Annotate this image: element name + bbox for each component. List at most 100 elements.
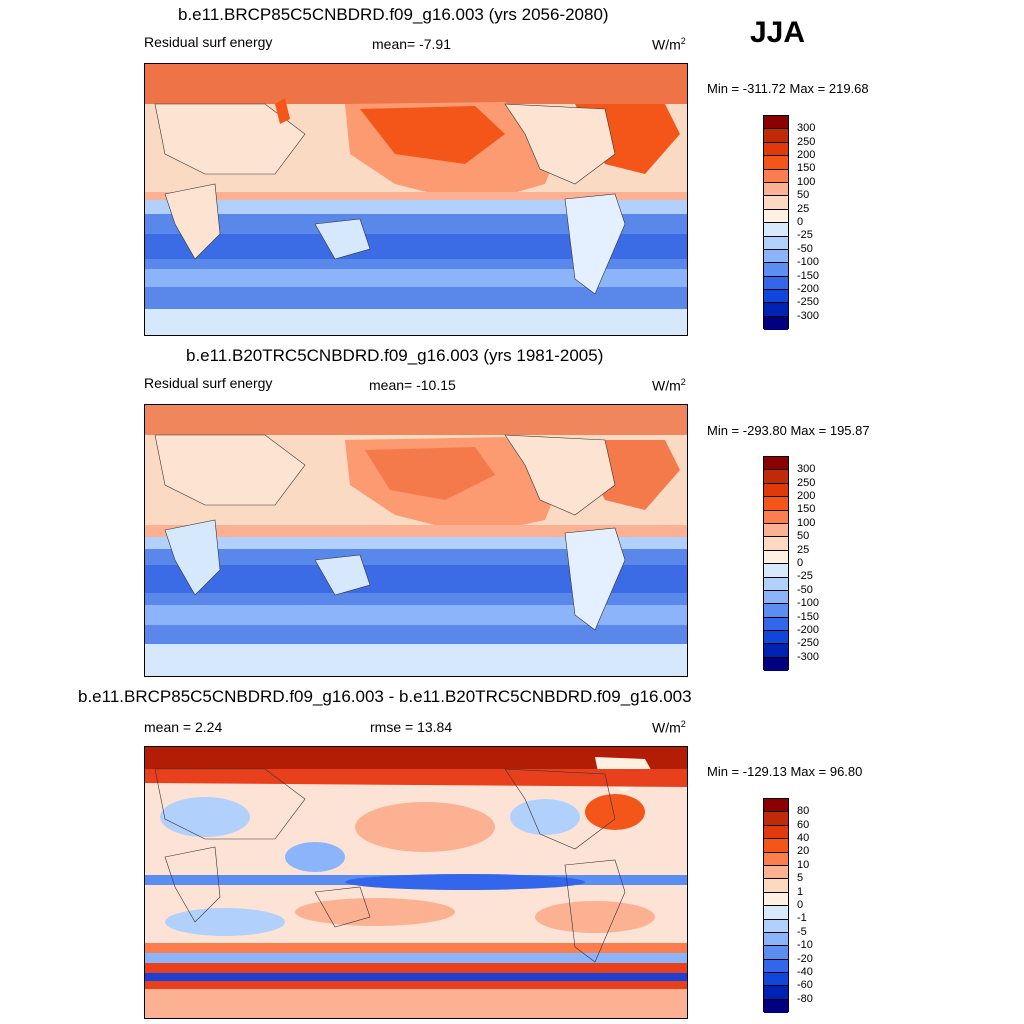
panel2-colorbar-cell (764, 657, 788, 672)
panel2-colorbar-tick: 0 (797, 557, 804, 569)
panel2-colorbar-cell (764, 483, 788, 498)
panel1-colorbar-cell (764, 249, 788, 264)
panel2-colorbar-cell (764, 617, 788, 632)
panel2-colorbar-cell (764, 523, 788, 538)
panel1-colorbar-tick: 50 (797, 189, 810, 201)
panel2-colorbar-tick: -150 (797, 611, 820, 623)
panel2-colorbar-cell (764, 550, 788, 565)
panel1-units: W/m2 (652, 36, 686, 53)
panel2-colorbar-cell (764, 497, 788, 511)
panel1-colorbar-tick: -200 (797, 283, 820, 295)
panel3-colorbar-cell (764, 973, 788, 987)
panel1-colorbar-cell (764, 290, 788, 304)
panel3-title: b.e11.BRCP85C5CNBDRD.f09_g16.003 - b.e11… (78, 687, 692, 706)
panel3-colorbar-cell (764, 852, 788, 866)
panel1-colorbar-cell (764, 236, 788, 250)
panel2-mean-label: mean= -10.15 (369, 377, 456, 393)
panel3-units: W/m2 (652, 719, 686, 736)
panel2-colorbar-tick: -300 (797, 651, 820, 663)
panel3-colorbar-cell (764, 946, 788, 960)
panel2-colorbar-tick: -25 (797, 570, 813, 582)
panel3-colorbar-cell (764, 999, 788, 1014)
panel2-colorbar-cell (764, 604, 788, 618)
panel3-colorbar-tick: 1 (797, 886, 804, 898)
panel1-colorbar-cell (764, 182, 788, 197)
panel2-colorbar-tick: 300 (797, 463, 816, 475)
panel1-mean-label: mean= -7.91 (372, 36, 451, 52)
panel3-colorbar-cell (764, 865, 788, 880)
panel3-colorbar-cell (764, 879, 788, 893)
panel1-colorbar-cell (764, 129, 788, 143)
panel1-colorbar-tick: -250 (797, 296, 820, 308)
panel1-colorbar-tick: 300 (797, 122, 816, 134)
panel2-colorbar-cell (764, 564, 788, 578)
panel2-colorbar-cell (764, 631, 788, 645)
panel3-colorbar-tick: 0 (797, 899, 804, 911)
panel1-colorbar-cell (764, 156, 788, 170)
panel2-colorbar-cell (764, 537, 788, 551)
panel3-colorbar-tick: -40 (797, 966, 813, 978)
panel2-colorbar-tick: -50 (797, 584, 813, 596)
panel1-colorbar-cell (764, 116, 788, 130)
panel2-map (144, 404, 688, 677)
panel3-colorbar-cell (764, 986, 788, 1000)
panel1-colorbar-tick: 100 (797, 176, 816, 188)
panel3-colorbar-cell (764, 812, 788, 826)
panel2-colorbar-tick: 200 (797, 490, 816, 502)
panel2-colorbar-cell (764, 644, 788, 658)
panel1-colorbar-tick: -50 (797, 243, 813, 255)
panel3-colorbar-cell (764, 932, 788, 947)
panel1-colorbar-cell (764, 276, 788, 291)
panel3-colorbar-tick: -5 (797, 926, 807, 938)
panel1-colorbar-tick: 200 (797, 149, 816, 161)
panel3-colorbar-cell (764, 825, 788, 840)
panel3-colorbar-tick: 80 (797, 805, 810, 817)
panel2-colorbar-tick: 250 (797, 477, 816, 489)
panel3-colorbar-tick: 60 (797, 819, 810, 831)
panel3-mean-label: mean = 2.24 (144, 719, 223, 735)
panel2-colorbar-tick: -200 (797, 624, 820, 636)
panel1-colorbar-cell (764, 196, 788, 210)
panel1-colorbar-cell (764, 263, 788, 277)
panel2-variable-label: Residual surf energy (144, 375, 273, 391)
panel3-colorbar-tick: -20 (797, 953, 813, 965)
panel2-colorbar-tick: 150 (797, 503, 816, 515)
panel3-colorbar-cell (764, 799, 788, 813)
panel3-colorbar-cell (764, 906, 788, 920)
panel1-map (144, 63, 688, 336)
panel1-colorbar-tick: 150 (797, 162, 816, 174)
panel1-colorbar-cell (764, 223, 788, 237)
panel3-colorbar-cell (764, 839, 788, 853)
panel3-colorbar-cell (764, 959, 788, 974)
panel1-colorbar-cell (764, 169, 788, 183)
panel1-colorbar-cell (764, 303, 788, 317)
panel2-colorbar-cell (764, 457, 788, 471)
panel2-title: b.e11.B20TRC5CNBDRD.f09_g16.003 (yrs 198… (186, 346, 604, 365)
panel2-colorbar-tick: -250 (797, 637, 820, 649)
panel1-minmax: Min = -311.72 Max = 219.68 (707, 81, 869, 96)
panel3-colorbar-tick: -80 (797, 993, 813, 1005)
panel1-title: b.e11.BRCP85C5CNBDRD.f09_g16.003 (yrs 20… (178, 5, 609, 24)
panel2-colorbar-cell (764, 470, 788, 484)
panel3-colorbar-tick: -10 (797, 939, 813, 951)
panel1-colorbar-cell (764, 142, 788, 157)
panel3-colorbar-tick: -1 (797, 912, 807, 924)
panel2-colorbar-cell (764, 590, 788, 605)
panel1-colorbar-tick: -100 (797, 256, 820, 268)
season-label: JJA (750, 16, 806, 49)
panel2-colorbar-tick: -100 (797, 597, 820, 609)
panel1-colorbar-tick: 250 (797, 136, 816, 148)
panel3-colorbar-cell (764, 892, 788, 907)
panel1-colorbar-tick: 25 (797, 203, 810, 215)
panel3-colorbar-tick: 20 (797, 845, 810, 857)
panel2-colorbar (763, 456, 789, 672)
panel1-variable-label: Residual surf energy (144, 34, 273, 50)
panel3-map (144, 746, 688, 1019)
panel2-minmax: Min = -293.80 Max = 195.87 (707, 423, 870, 438)
panel2-colorbar-tick: 50 (797, 530, 810, 542)
panel2-units: W/m2 (652, 377, 686, 394)
panel3-minmax: Min = -129.13 Max = 96.80 (707, 764, 863, 779)
panel1-colorbar-tick: 0 (797, 216, 804, 228)
panel2-colorbar-cell (764, 510, 788, 524)
panel2-colorbar-tick: 100 (797, 517, 816, 529)
